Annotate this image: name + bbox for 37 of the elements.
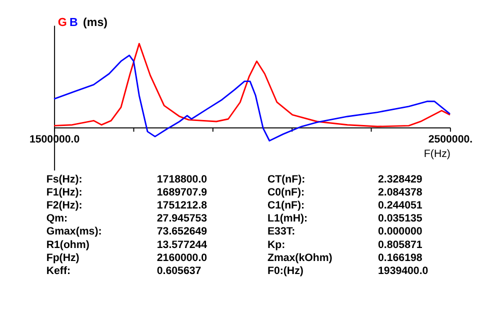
text: R1(ohm)	[46, 238, 90, 251]
text: CT(nF):	[267, 174, 306, 186]
text: 2160000.0	[156, 252, 208, 264]
y-axis-title: (ms)	[83, 17, 108, 30]
text: 1751212.8	[156, 200, 208, 212]
text: 1939400.0	[378, 264, 428, 277]
text: 2.328429	[378, 174, 422, 186]
text: Kp:	[267, 238, 286, 251]
text: Zmax(kOhm)	[267, 252, 332, 264]
text: 27.945753	[156, 212, 208, 225]
text: F0:(Hz)	[267, 264, 304, 277]
x-tick-label: 2500000.	[428, 133, 473, 146]
text: C0(nF):	[267, 186, 305, 199]
text: 1689707.9	[156, 186, 208, 199]
text: C1(nF):	[267, 200, 305, 212]
text: E33T:	[267, 226, 296, 238]
text: Fs(Hz):	[46, 174, 82, 186]
text: 0.244051	[378, 200, 422, 212]
text: 0.605637	[156, 264, 202, 277]
text: G	[58, 17, 67, 30]
text: 0.805871	[378, 238, 422, 251]
text: 0.166198	[378, 252, 422, 264]
text: F2(Hz):	[46, 200, 82, 212]
text: F1(Hz):	[46, 186, 82, 199]
text: 0.035135	[378, 212, 422, 225]
text: 0.000000	[378, 226, 422, 238]
text: 2.084378	[378, 186, 422, 199]
text: 1718800.0	[156, 174, 208, 186]
text: B	[70, 17, 78, 30]
text: Qm:	[46, 212, 68, 225]
text: 73.652649	[156, 226, 208, 238]
text: 13.577244	[156, 238, 208, 251]
text: Gmax(ms):	[46, 226, 102, 238]
x-axis-title: F(Hz)	[424, 148, 450, 160]
text: Fp(Hz)	[46, 252, 80, 264]
text: L1(mH):	[267, 212, 308, 225]
text: Keff:	[46, 264, 71, 277]
